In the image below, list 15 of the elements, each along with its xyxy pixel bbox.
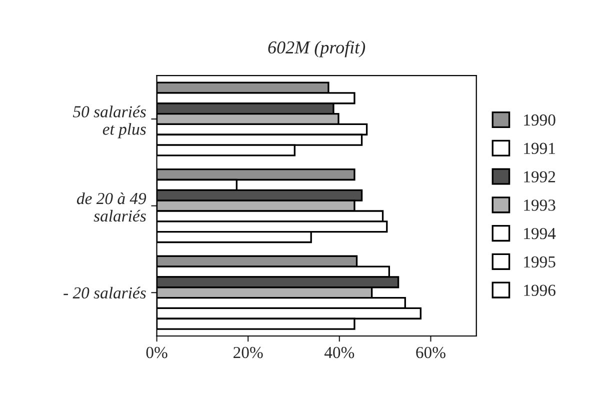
legend-label: 1993 — [524, 200, 556, 211]
chart-title: 602M (profit) — [268, 40, 366, 58]
x-tick-label: 40% — [324, 346, 354, 358]
y-tick-label: de 20 à 49 salariés — [76, 192, 146, 222]
y-tick-label: 50 salariés et plus — [73, 106, 146, 138]
legend-label: 1992 — [524, 171, 556, 182]
y-tick-label: - 20 salariés — [64, 286, 146, 299]
x-tick-label: 0% — [146, 346, 168, 358]
x-tick-label: 60% — [416, 346, 446, 358]
legend-label: 1991 — [524, 142, 555, 154]
legend-label: 1994 — [524, 228, 556, 240]
x-tick-label: 20% — [234, 346, 263, 358]
legend-label: 1995 — [524, 256, 556, 268]
legend-label: 1996 — [524, 284, 556, 296]
legend-label: 1990 — [524, 114, 556, 126]
